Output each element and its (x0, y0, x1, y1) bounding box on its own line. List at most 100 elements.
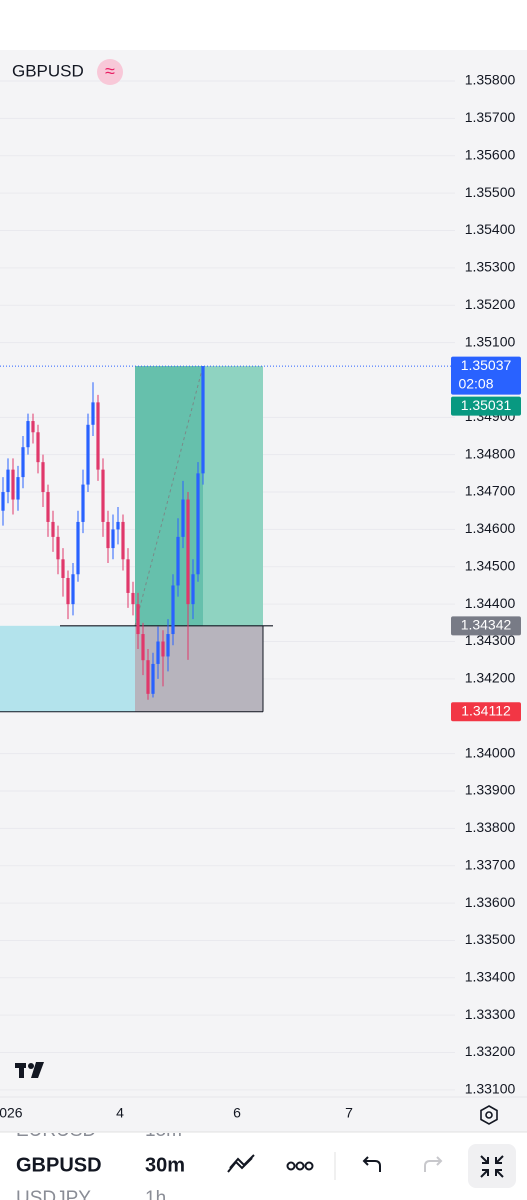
candle-body (16, 477, 20, 500)
candle-body (201, 366, 205, 474)
tv-logo (15, 1062, 44, 1078)
badge-icon: ≈ (105, 61, 115, 81)
candle-body (61, 559, 65, 578)
candle-body (46, 492, 50, 522)
y-tick-label: 1.34200 (465, 670, 516, 686)
symbol-title[interactable]: GBPUSD (12, 61, 84, 80)
candle-body (51, 521, 55, 537)
candle-body (166, 634, 170, 657)
price-label-box (451, 356, 521, 395)
y-tick-label: 1.35300 (465, 259, 516, 275)
y-tick-label: 1.35200 (465, 296, 516, 312)
y-tick-label: 1.35500 (465, 184, 516, 200)
candle-body (21, 447, 25, 478)
redo-button[interactable] (424, 1156, 443, 1172)
y-tick-label: 1.34000 (465, 744, 516, 760)
price-label-box (451, 702, 521, 722)
y-tick-label: 1.34500 (465, 557, 516, 573)
more-button[interactable] (286, 1161, 314, 1171)
candle-body (96, 402, 100, 470)
candle-body (71, 574, 75, 605)
candle-body (66, 577, 70, 605)
price-label: 1.35031 (461, 397, 512, 413)
candle-body (101, 469, 105, 522)
y-tick-label: 1.35700 (465, 109, 516, 125)
interval-option[interactable]: 15m (145, 1120, 182, 1141)
x-tick-label: 4 (116, 1105, 124, 1121)
y-tick-label: 1.34800 (465, 445, 516, 461)
y-tick-label: 1.34300 (465, 632, 516, 648)
fullscreen-icon (480, 1155, 504, 1178)
y-tick-label: 1.33300 (465, 1006, 516, 1022)
settings-button[interactable] (480, 1105, 498, 1125)
candle-body (186, 499, 190, 605)
candle-body (36, 432, 40, 463)
drawing-tool[interactable] (227, 1154, 255, 1173)
y-tick-label: 1.34700 (465, 483, 516, 499)
y-tick-label: 1.35800 (465, 72, 516, 88)
status-bar (0, 0, 527, 50)
candle-body (91, 402, 95, 425)
candle-body (176, 536, 180, 586)
candle-body (86, 424, 90, 485)
candle-body (116, 521, 120, 530)
candle-body (6, 469, 10, 493)
candle-body (126, 559, 130, 593)
y-tick-label: 1.33200 (465, 1043, 516, 1059)
x-tick-label: 2026 (0, 1105, 23, 1121)
undo-button[interactable] (362, 1156, 381, 1172)
candle-body (56, 536, 60, 560)
candle-body (11, 469, 15, 500)
candle-body (171, 585, 175, 635)
y-tick-label: 1.33600 (465, 894, 516, 910)
candle-body (161, 641, 165, 657)
candle-body (141, 634, 145, 661)
y-tick-label: 1.33400 (465, 969, 516, 985)
candle-body (146, 660, 150, 694)
candle-body (191, 574, 195, 605)
x-tick-label: 7 (345, 1105, 353, 1121)
candle-body (151, 663, 155, 694)
y-tick-label: 1.35400 (465, 221, 516, 237)
symbol-option[interactable]: USDJPY (16, 1188, 91, 1200)
y-tick-label: 1.33700 (465, 856, 516, 872)
y-tick-label: 1.34600 (465, 520, 516, 536)
candle-body (111, 529, 115, 549)
price-label: 1.35037 (461, 357, 512, 373)
chart-background (0, 50, 527, 1132)
candle-body (1, 492, 5, 511)
price-label: 1.34112 (461, 702, 511, 718)
price-label-countdown: 02:08 (458, 375, 493, 391)
price-label: 1.34342 (461, 617, 512, 633)
candle-body (31, 421, 35, 433)
candle-body (106, 521, 110, 549)
interval-option[interactable]: 1h (145, 1188, 166, 1200)
candle-body (26, 421, 30, 448)
position-loss (135, 625, 263, 712)
price-label-box (451, 396, 521, 416)
symbol-option[interactable]: EURUSD (16, 1120, 96, 1141)
y-tick-label: 1.34400 (465, 595, 516, 611)
y-tick-label: 1.33800 (465, 819, 516, 835)
fullscreen-button[interactable] (468, 1144, 516, 1188)
interval-selected[interactable]: 30m (145, 1154, 185, 1176)
y-tick-label: 1.33100 (465, 1081, 516, 1097)
price-label-box (451, 616, 521, 636)
candle-body (76, 521, 80, 575)
candle-body (156, 641, 160, 664)
candle-body (121, 521, 125, 560)
position-path (134, 365, 204, 626)
badge[interactable] (97, 59, 123, 85)
y-tick-label: 1.33900 (465, 782, 516, 798)
candle-body (136, 604, 140, 635)
candle-body (131, 592, 135, 605)
candle-body (196, 473, 200, 575)
candle-body (41, 462, 45, 493)
y-tick-label: 1.33500 (465, 931, 516, 947)
x-tick-label: 6 (233, 1105, 241, 1121)
symbol-selected[interactable]: GBPUSD (16, 1154, 102, 1176)
y-tick-label: 1.35600 (465, 146, 516, 162)
y-tick-label: 1.35100 (465, 333, 516, 349)
demand-zone (0, 625, 135, 712)
